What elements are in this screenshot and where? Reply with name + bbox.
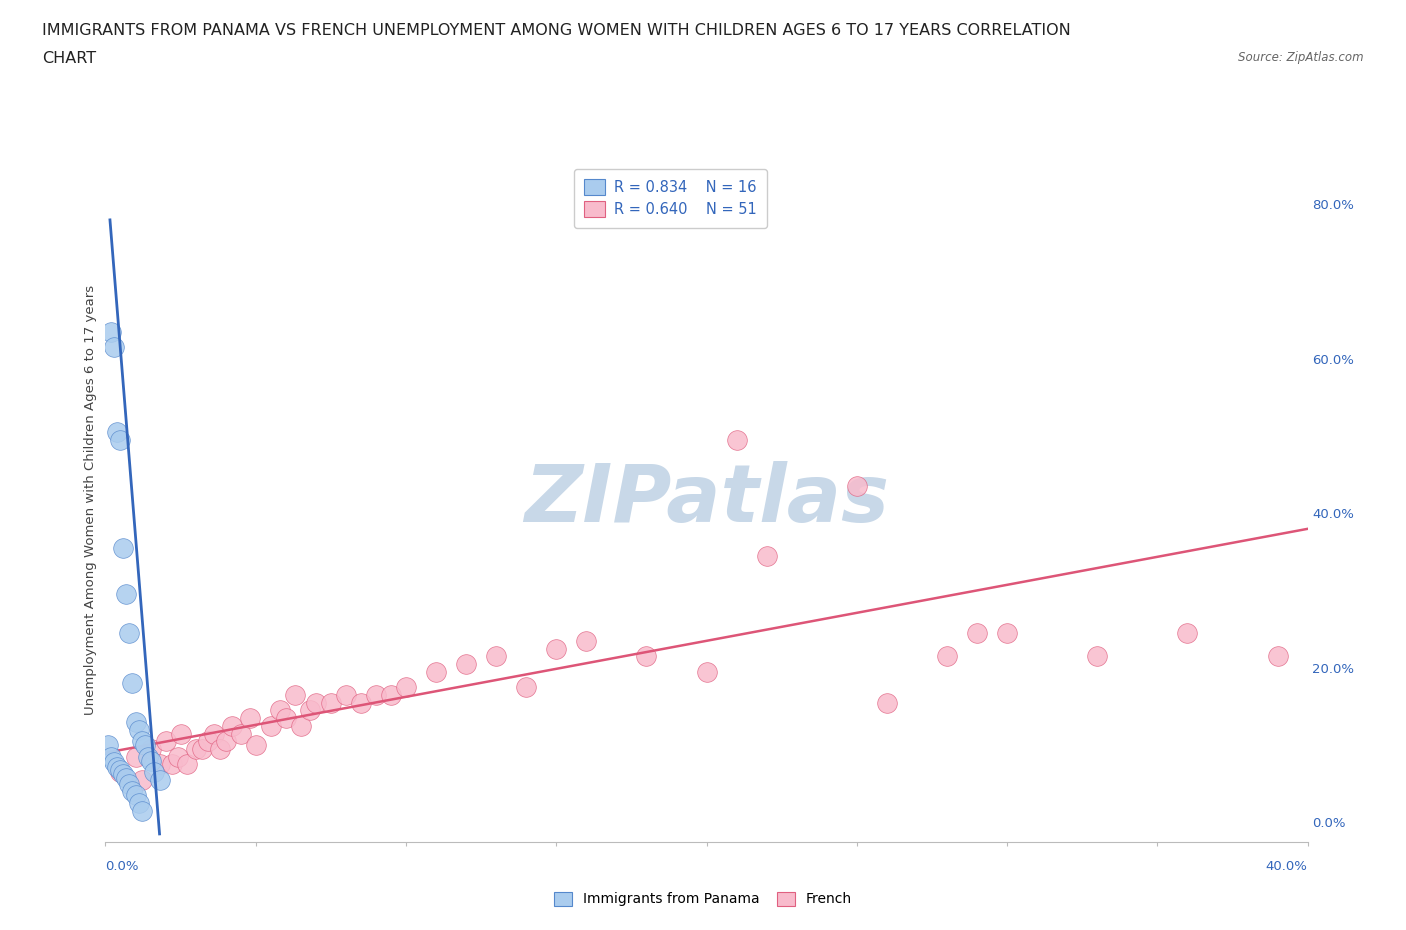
Point — [128, 723, 150, 737]
Point — [1175, 626, 1198, 641]
Point — [380, 687, 402, 702]
Point — [239, 711, 262, 725]
Point — [139, 753, 162, 768]
Point — [876, 696, 898, 711]
Point — [124, 714, 146, 729]
Point — [454, 657, 477, 671]
Point — [97, 737, 120, 752]
Text: 0.0%: 0.0% — [105, 859, 139, 872]
Text: 40.0%: 40.0% — [1265, 859, 1308, 872]
Point — [995, 626, 1018, 641]
Point — [395, 680, 418, 695]
Point — [110, 764, 132, 779]
Point — [305, 696, 328, 711]
Point — [575, 633, 598, 648]
Text: Source: ZipAtlas.com: Source: ZipAtlas.com — [1239, 51, 1364, 64]
Point — [134, 737, 156, 752]
Point — [515, 680, 537, 695]
Legend: R = 0.834    N = 16, R = 0.640    N = 51: R = 0.834 N = 16, R = 0.640 N = 51 — [574, 169, 766, 228]
Point — [546, 641, 568, 656]
Y-axis label: Unemployment Among Women with Children Ages 6 to 17 years: Unemployment Among Women with Children A… — [84, 285, 97, 715]
Point — [274, 711, 297, 725]
Point — [100, 325, 122, 339]
Point — [208, 741, 231, 756]
Text: CHART: CHART — [42, 51, 96, 66]
Point — [148, 773, 170, 788]
Point — [131, 734, 153, 749]
Point — [160, 757, 183, 772]
Point — [966, 626, 988, 641]
Point — [110, 763, 132, 777]
Point — [202, 726, 225, 741]
Point — [148, 757, 170, 772]
Point — [131, 804, 153, 818]
Point — [197, 734, 219, 749]
Legend: Immigrants from Panama, French: Immigrants from Panama, French — [548, 886, 858, 912]
Point — [169, 726, 191, 741]
Point — [485, 649, 508, 664]
Point — [245, 737, 267, 752]
Point — [103, 754, 125, 769]
Point — [298, 703, 321, 718]
Point — [350, 696, 373, 711]
Point — [229, 726, 252, 741]
Point — [284, 687, 307, 702]
Point — [1085, 649, 1108, 664]
Point — [755, 549, 778, 564]
Point — [142, 764, 165, 779]
Point — [128, 795, 150, 810]
Point — [319, 696, 342, 711]
Point — [335, 687, 357, 702]
Point — [100, 750, 122, 764]
Point — [121, 676, 143, 691]
Point — [636, 649, 658, 664]
Point — [115, 770, 138, 785]
Point — [269, 703, 291, 718]
Point — [107, 425, 129, 440]
Point — [1267, 649, 1289, 664]
Point — [103, 339, 125, 354]
Point — [121, 784, 143, 799]
Point — [184, 741, 207, 756]
Point — [131, 773, 153, 788]
Point — [112, 540, 135, 555]
Text: ZIPatlas: ZIPatlas — [524, 461, 889, 538]
Point — [110, 432, 132, 447]
Point — [845, 479, 868, 494]
Point — [725, 432, 748, 447]
Point — [176, 757, 198, 772]
Point — [155, 734, 177, 749]
Point — [107, 759, 129, 774]
Point — [166, 750, 188, 764]
Point — [115, 587, 138, 602]
Point — [214, 734, 236, 749]
Point — [118, 626, 141, 641]
Point — [118, 777, 141, 791]
Point — [936, 649, 959, 664]
Point — [696, 664, 718, 679]
Point — [124, 750, 146, 764]
Point — [190, 741, 212, 756]
Text: IMMIGRANTS FROM PANAMA VS FRENCH UNEMPLOYMENT AMONG WOMEN WITH CHILDREN AGES 6 T: IMMIGRANTS FROM PANAMA VS FRENCH UNEMPLO… — [42, 23, 1071, 38]
Point — [260, 718, 283, 733]
Point — [136, 750, 159, 764]
Point — [364, 687, 387, 702]
Point — [124, 788, 146, 803]
Point — [290, 718, 312, 733]
Point — [221, 718, 243, 733]
Point — [139, 741, 162, 756]
Point — [425, 664, 447, 679]
Point — [112, 767, 135, 782]
